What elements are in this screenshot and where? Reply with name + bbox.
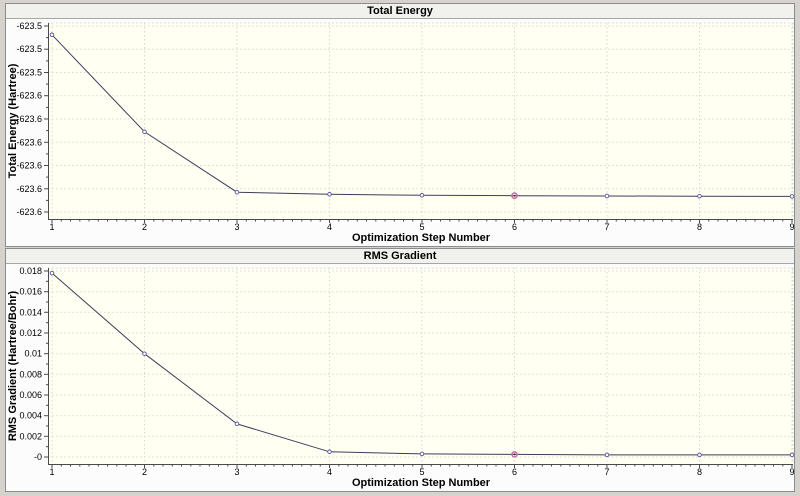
x-tick-label: 5 <box>419 467 424 477</box>
plot-area <box>48 23 793 219</box>
y-tick-label: -623.5 <box>16 68 42 78</box>
x-tick-label: 7 <box>604 467 609 477</box>
x-tick-label: 6 <box>512 467 517 477</box>
y-axis-title: RMS Gradient (Hartree/Bohr) <box>7 290 19 441</box>
x-tick-label: 3 <box>234 222 239 232</box>
x-tick-label: 8 <box>697 222 702 232</box>
data-point-step-4[interactable] <box>327 192 332 197</box>
x-tick-label: 6 <box>512 222 517 232</box>
data-point-step-1[interactable] <box>49 32 55 38</box>
highlight-center <box>513 194 516 197</box>
axes <box>44 23 793 223</box>
y-tick-label: -623.6 <box>16 114 42 124</box>
highlight-ring <box>511 192 518 200</box>
total-energy-chart-title: Total Energy <box>6 4 794 19</box>
rms-gradient-chart-panel: RMS Gradient 0.018 0.016 0.014 0.012 0.01 0.0… <box>5 248 795 492</box>
x-tick-label: 4 <box>327 467 332 477</box>
data-point-step-2[interactable] <box>142 129 147 135</box>
y-tick-label: 0.01 <box>24 349 42 359</box>
chart-1-canvas: 0.018 0.016 0.014 0.012 0.01 0.008 0.006 0.004 0… <box>7 266 794 489</box>
y-tick-label: 0.004 <box>19 411 42 421</box>
gridlines <box>48 267 794 464</box>
data-point-step-8[interactable] <box>697 452 702 458</box>
x-axis-title: Optimization Step Number <box>352 232 491 244</box>
data-point-step-3[interactable] <box>234 189 240 195</box>
x-tick-label: 3 <box>234 467 239 477</box>
y-tick-label: 0.012 <box>19 328 42 338</box>
y-tick-label: -623.6 <box>16 91 42 101</box>
data-point-step-7[interactable] <box>604 193 610 199</box>
chart-0-canvas: -623.5 -623.5 -623.5 -623.6 -623.6 -623.6 -623… <box>7 21 794 244</box>
chart-stack: Total Energy -623.5 -623.5 -623.5 -623.6 -62… <box>5 3 795 492</box>
x-tick-label: 9 <box>789 222 794 232</box>
total-energy-plot: -623.5 -623.5 -623.5 -623.6 -623.6 -623.6 -623… <box>6 19 794 246</box>
y-axis-title: Total Energy (Hartree) <box>7 63 19 178</box>
y-tick-label: 0.006 <box>19 390 42 400</box>
data-point-step-9[interactable] <box>789 194 794 199</box>
y-tick-label: 0.008 <box>19 369 42 379</box>
data-point-step-5[interactable] <box>419 193 425 198</box>
y-tick-label: 0.014 <box>19 307 42 317</box>
x-tick-label: 1 <box>49 467 54 477</box>
y-tick-label: 0.016 <box>19 287 42 297</box>
rms-gradient-plot: 0.018 0.016 0.014 0.012 0.01 0.008 0.006 0.004 0… <box>6 264 794 491</box>
data-point-step-2[interactable] <box>142 351 147 356</box>
y-tick-label: -623.5 <box>16 44 42 54</box>
x-tick-label: 7 <box>604 222 609 232</box>
data-point-step-8[interactable] <box>697 193 702 199</box>
selected-data-point-step-6[interactable] <box>511 192 518 200</box>
total-energy-chart-panel: Total Energy -623.5 -623.5 -623.5 -623.6 -62… <box>5 3 795 247</box>
rms-gradient-chart-title: RMS Gradient <box>6 249 794 264</box>
y-tick-label: -0 <box>34 452 42 462</box>
data-point-step-3[interactable] <box>234 421 240 427</box>
x-tick-label: 9 <box>789 467 794 477</box>
x-tick-label: 5 <box>419 222 424 232</box>
y-tick-label: 0.002 <box>19 431 42 441</box>
highlight-ring <box>511 450 518 458</box>
x-axis-title: Optimization Step Number <box>352 477 491 489</box>
data-point-step-5[interactable] <box>419 451 425 457</box>
y-tick-label: -623.5 <box>16 21 42 31</box>
axes <box>44 268 793 468</box>
selected-data-point-step-6[interactable] <box>511 450 518 458</box>
y-tick-label: -623.6 <box>16 184 42 194</box>
gridlines <box>48 22 794 219</box>
x-tick-label: 8 <box>697 467 702 477</box>
plot-area <box>48 268 793 464</box>
x-tick-label: 2 <box>142 222 147 232</box>
data-point-step-1[interactable] <box>49 270 55 276</box>
data-point-step-7[interactable] <box>604 452 610 458</box>
x-tick-label: 4 <box>327 222 332 232</box>
y-tick-label: 0.018 <box>19 266 42 276</box>
y-tick-label: -623.6 <box>16 137 42 147</box>
x-tick-label: 1 <box>49 222 54 232</box>
data-point-step-4[interactable] <box>327 449 332 455</box>
x-tick-label: 2 <box>142 467 147 477</box>
highlight-center <box>513 453 516 456</box>
y-tick-label: -623.6 <box>16 161 42 171</box>
data-point-step-9[interactable] <box>789 452 794 458</box>
y-tick-label: -623.6 <box>16 207 42 217</box>
